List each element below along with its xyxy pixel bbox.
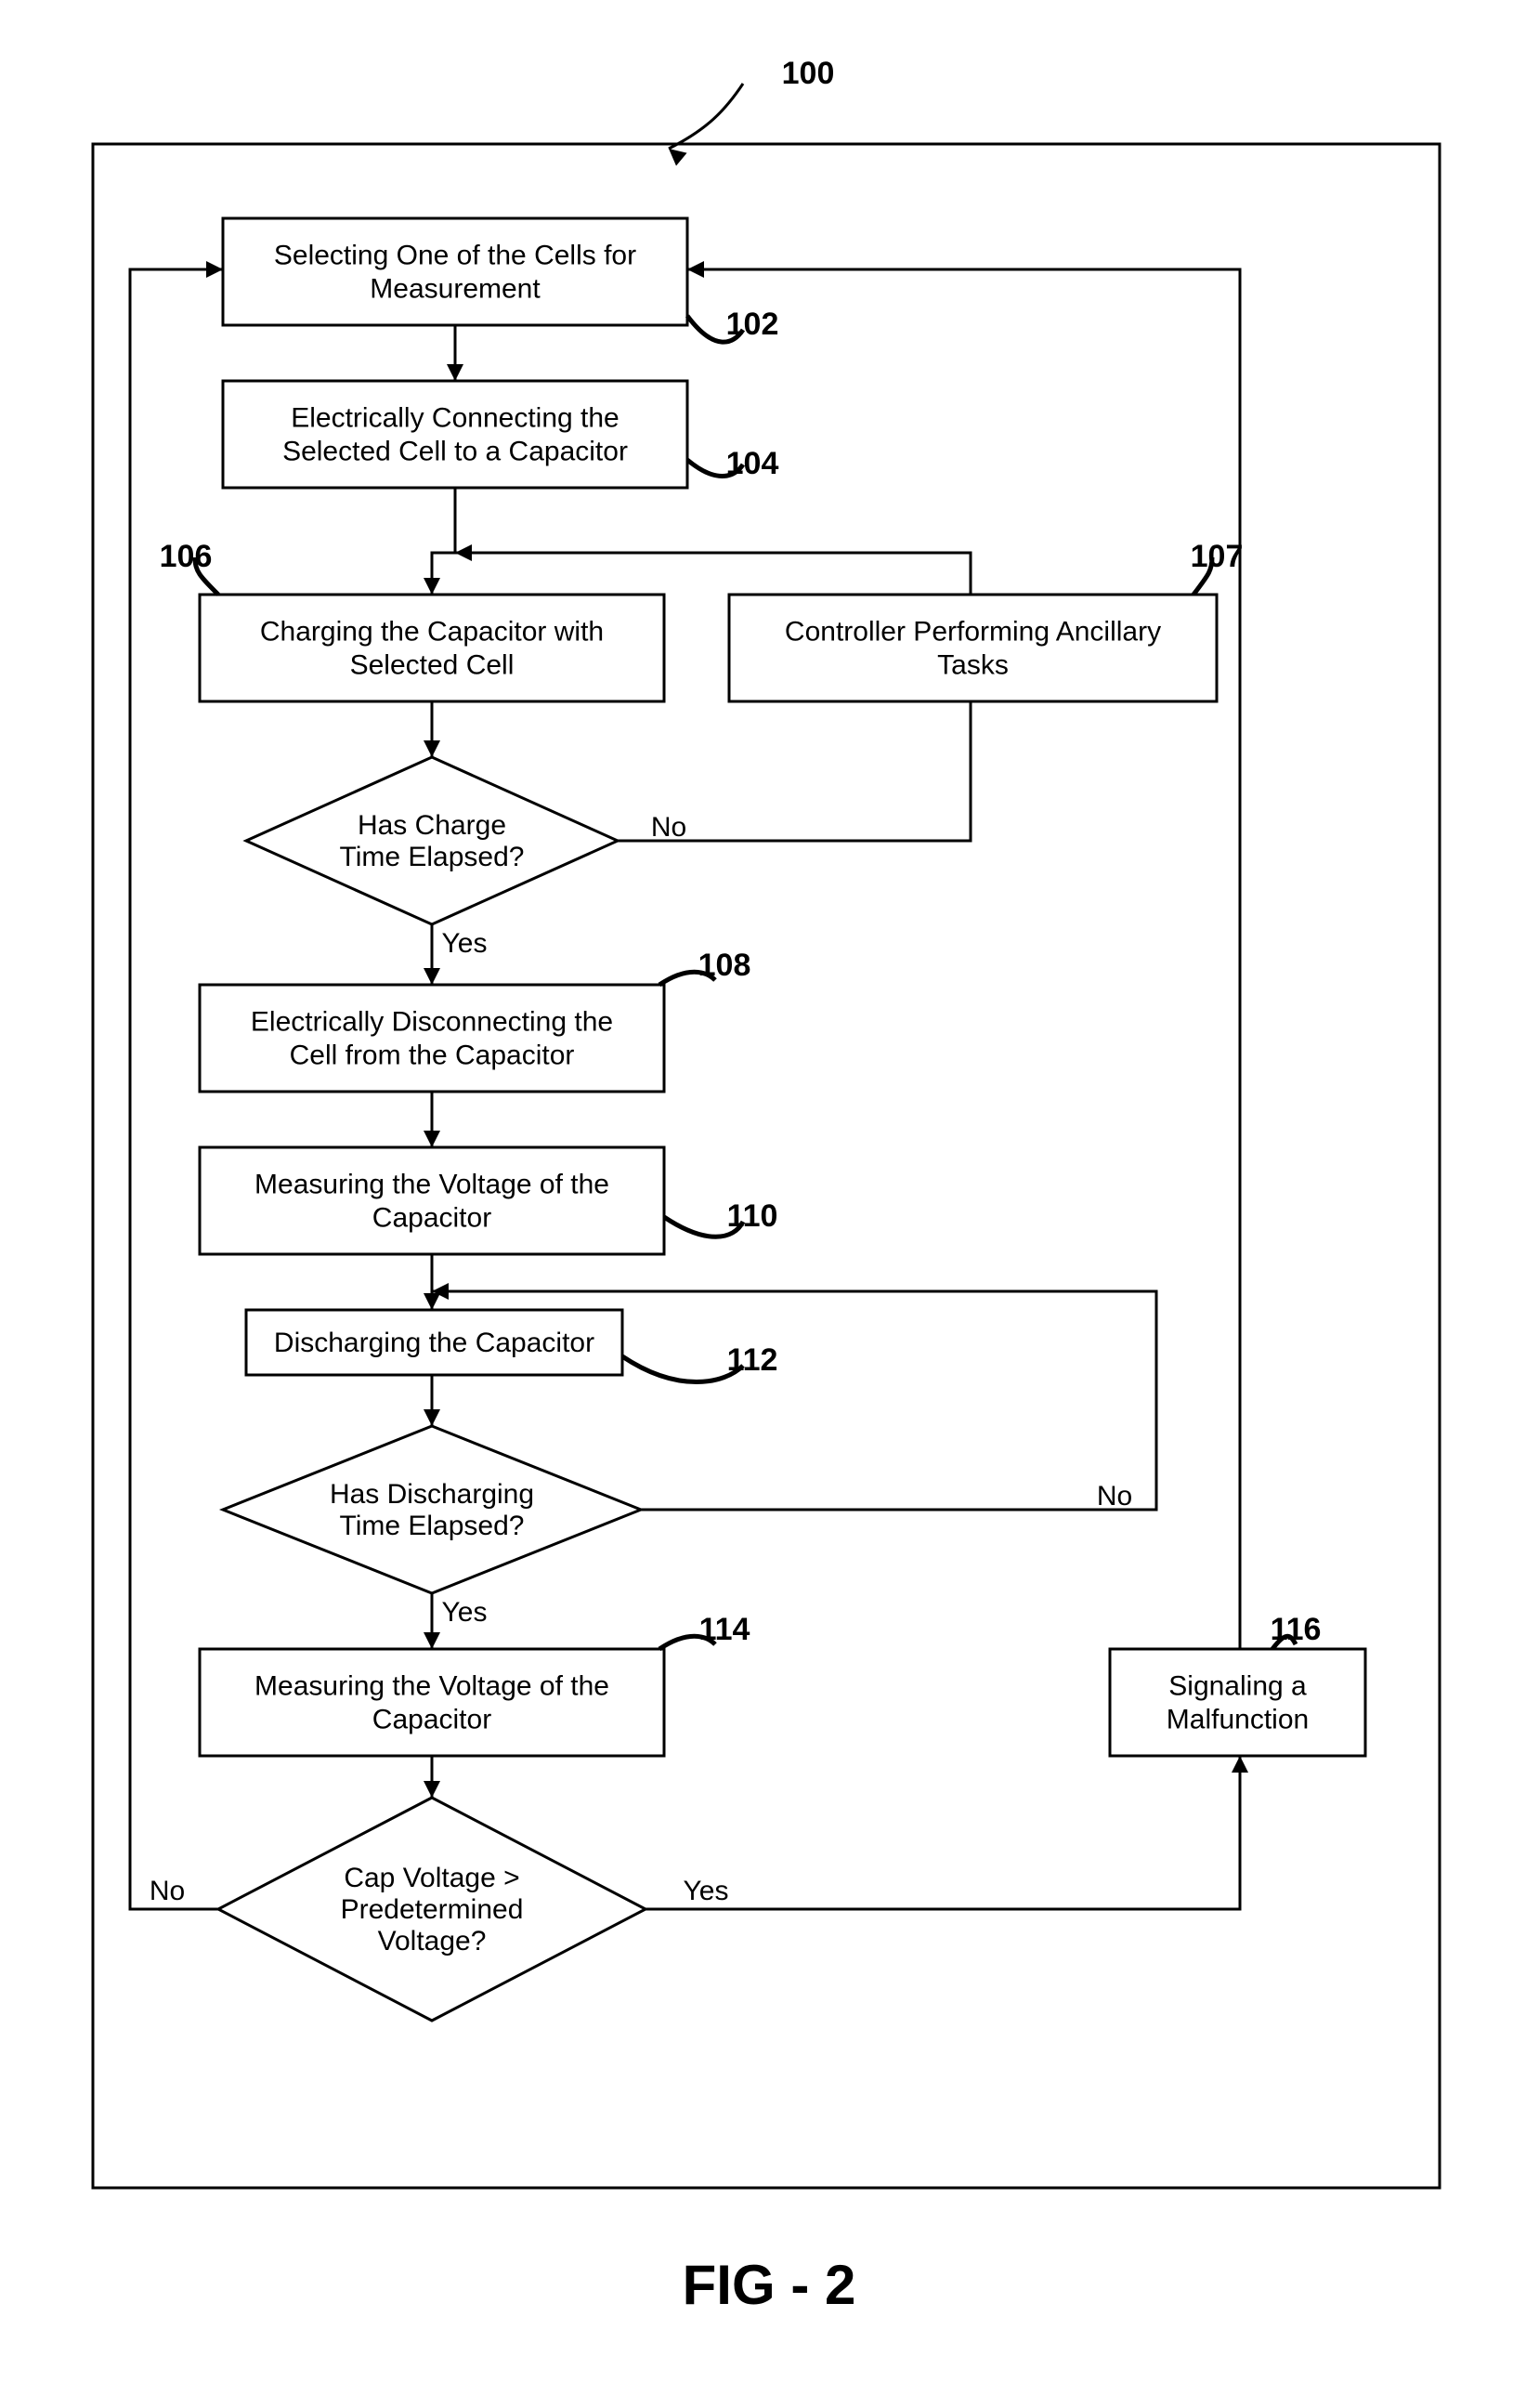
d1-text-0: Has Charge: [358, 810, 506, 841]
n108-text-1: Cell from the Capacitor: [290, 1040, 575, 1071]
n106-ref: 106: [160, 539, 213, 574]
flowchart: 100 Selecting One of the Cells forMeasure…: [0, 0, 1539, 2408]
d3-text-2: Voltage?: [378, 1926, 487, 1956]
figure-caption: FIG - 2: [683, 2254, 856, 2316]
d3-text-0: Cap Voltage >: [344, 1863, 519, 1893]
n108-box: [200, 985, 664, 1092]
n106-text-0: Charging the Capacitor with: [260, 617, 604, 648]
n102-text-0: Selecting One of the Cells for: [274, 241, 636, 271]
n107-ref: 107: [1191, 539, 1244, 574]
d1-text-1: Time Elapsed?: [340, 842, 525, 872]
n104-box: [223, 381, 687, 488]
n114-text-1: Capacitor: [372, 1705, 491, 1735]
n110-box: [200, 1147, 664, 1254]
n106-text-1: Selected Cell: [350, 650, 515, 681]
d2-text-0: Has Discharging: [330, 1479, 534, 1510]
d2-yes: Yes: [442, 1597, 488, 1628]
n114-text-0: Measuring the Voltage of the: [254, 1671, 609, 1702]
n116-text-1: Malfunction: [1167, 1705, 1309, 1735]
arrow-head: [424, 1632, 440, 1649]
n107-text-0: Controller Performing Ancillary: [785, 617, 1161, 648]
arrow-head: [424, 578, 440, 595]
arrow-head: [455, 544, 472, 561]
d1-diamond: [246, 757, 618, 924]
arrow-head: [424, 1409, 440, 1426]
d2-diamond: [223, 1426, 641, 1593]
n108-text-0: Electrically Disconnecting the: [251, 1007, 613, 1038]
n107-text-1: Tasks: [937, 650, 1009, 681]
n106-box: [200, 595, 664, 701]
d2-no: No: [1097, 1481, 1132, 1512]
arrow-head: [424, 1131, 440, 1147]
arrow-head: [447, 364, 463, 381]
d2-text-1: Time Elapsed?: [340, 1511, 525, 1541]
d3-no: No: [150, 1876, 185, 1906]
n104-ref: 104: [726, 446, 779, 481]
d3-yes: Yes: [684, 1876, 729, 1906]
arrow-head: [424, 1293, 440, 1310]
n110-ref: 110: [727, 1198, 778, 1234]
n110-text-0: Measuring the Voltage of the: [254, 1170, 609, 1200]
d3-text-1: Predetermined: [341, 1894, 524, 1925]
n110-text-1: Capacitor: [372, 1203, 491, 1234]
edge-13: [646, 1756, 1240, 1909]
n112-tag: [622, 1356, 743, 1382]
n102-text-1: Measurement: [370, 274, 541, 305]
arrow-head: [424, 968, 440, 985]
arrow-head: [669, 149, 687, 165]
arrow-head: [206, 261, 223, 278]
arrow-head: [1232, 1756, 1248, 1773]
n116-box: [1110, 1649, 1365, 1756]
d1-yes: Yes: [442, 928, 488, 959]
n104-text-1: Selected Cell to a Capacitor: [282, 437, 628, 467]
arrow-head: [424, 740, 440, 757]
arrow-head: [687, 261, 704, 278]
arrow-head: [424, 1781, 440, 1798]
pointer-arrow: [669, 84, 743, 149]
n114-ref: 114: [699, 1612, 750, 1647]
n104-text-0: Electrically Connecting the: [291, 403, 620, 434]
n114-box: [200, 1649, 664, 1756]
n102-box: [223, 218, 687, 325]
n116-text-0: Signaling a: [1168, 1671, 1307, 1702]
figure-ref-100: 100: [782, 56, 835, 91]
n112-text-0: Discharging the Capacitor: [274, 1328, 594, 1358]
n108-ref: 108: [698, 948, 751, 983]
n107-box: [729, 595, 1217, 701]
d1-no: No: [651, 812, 686, 843]
